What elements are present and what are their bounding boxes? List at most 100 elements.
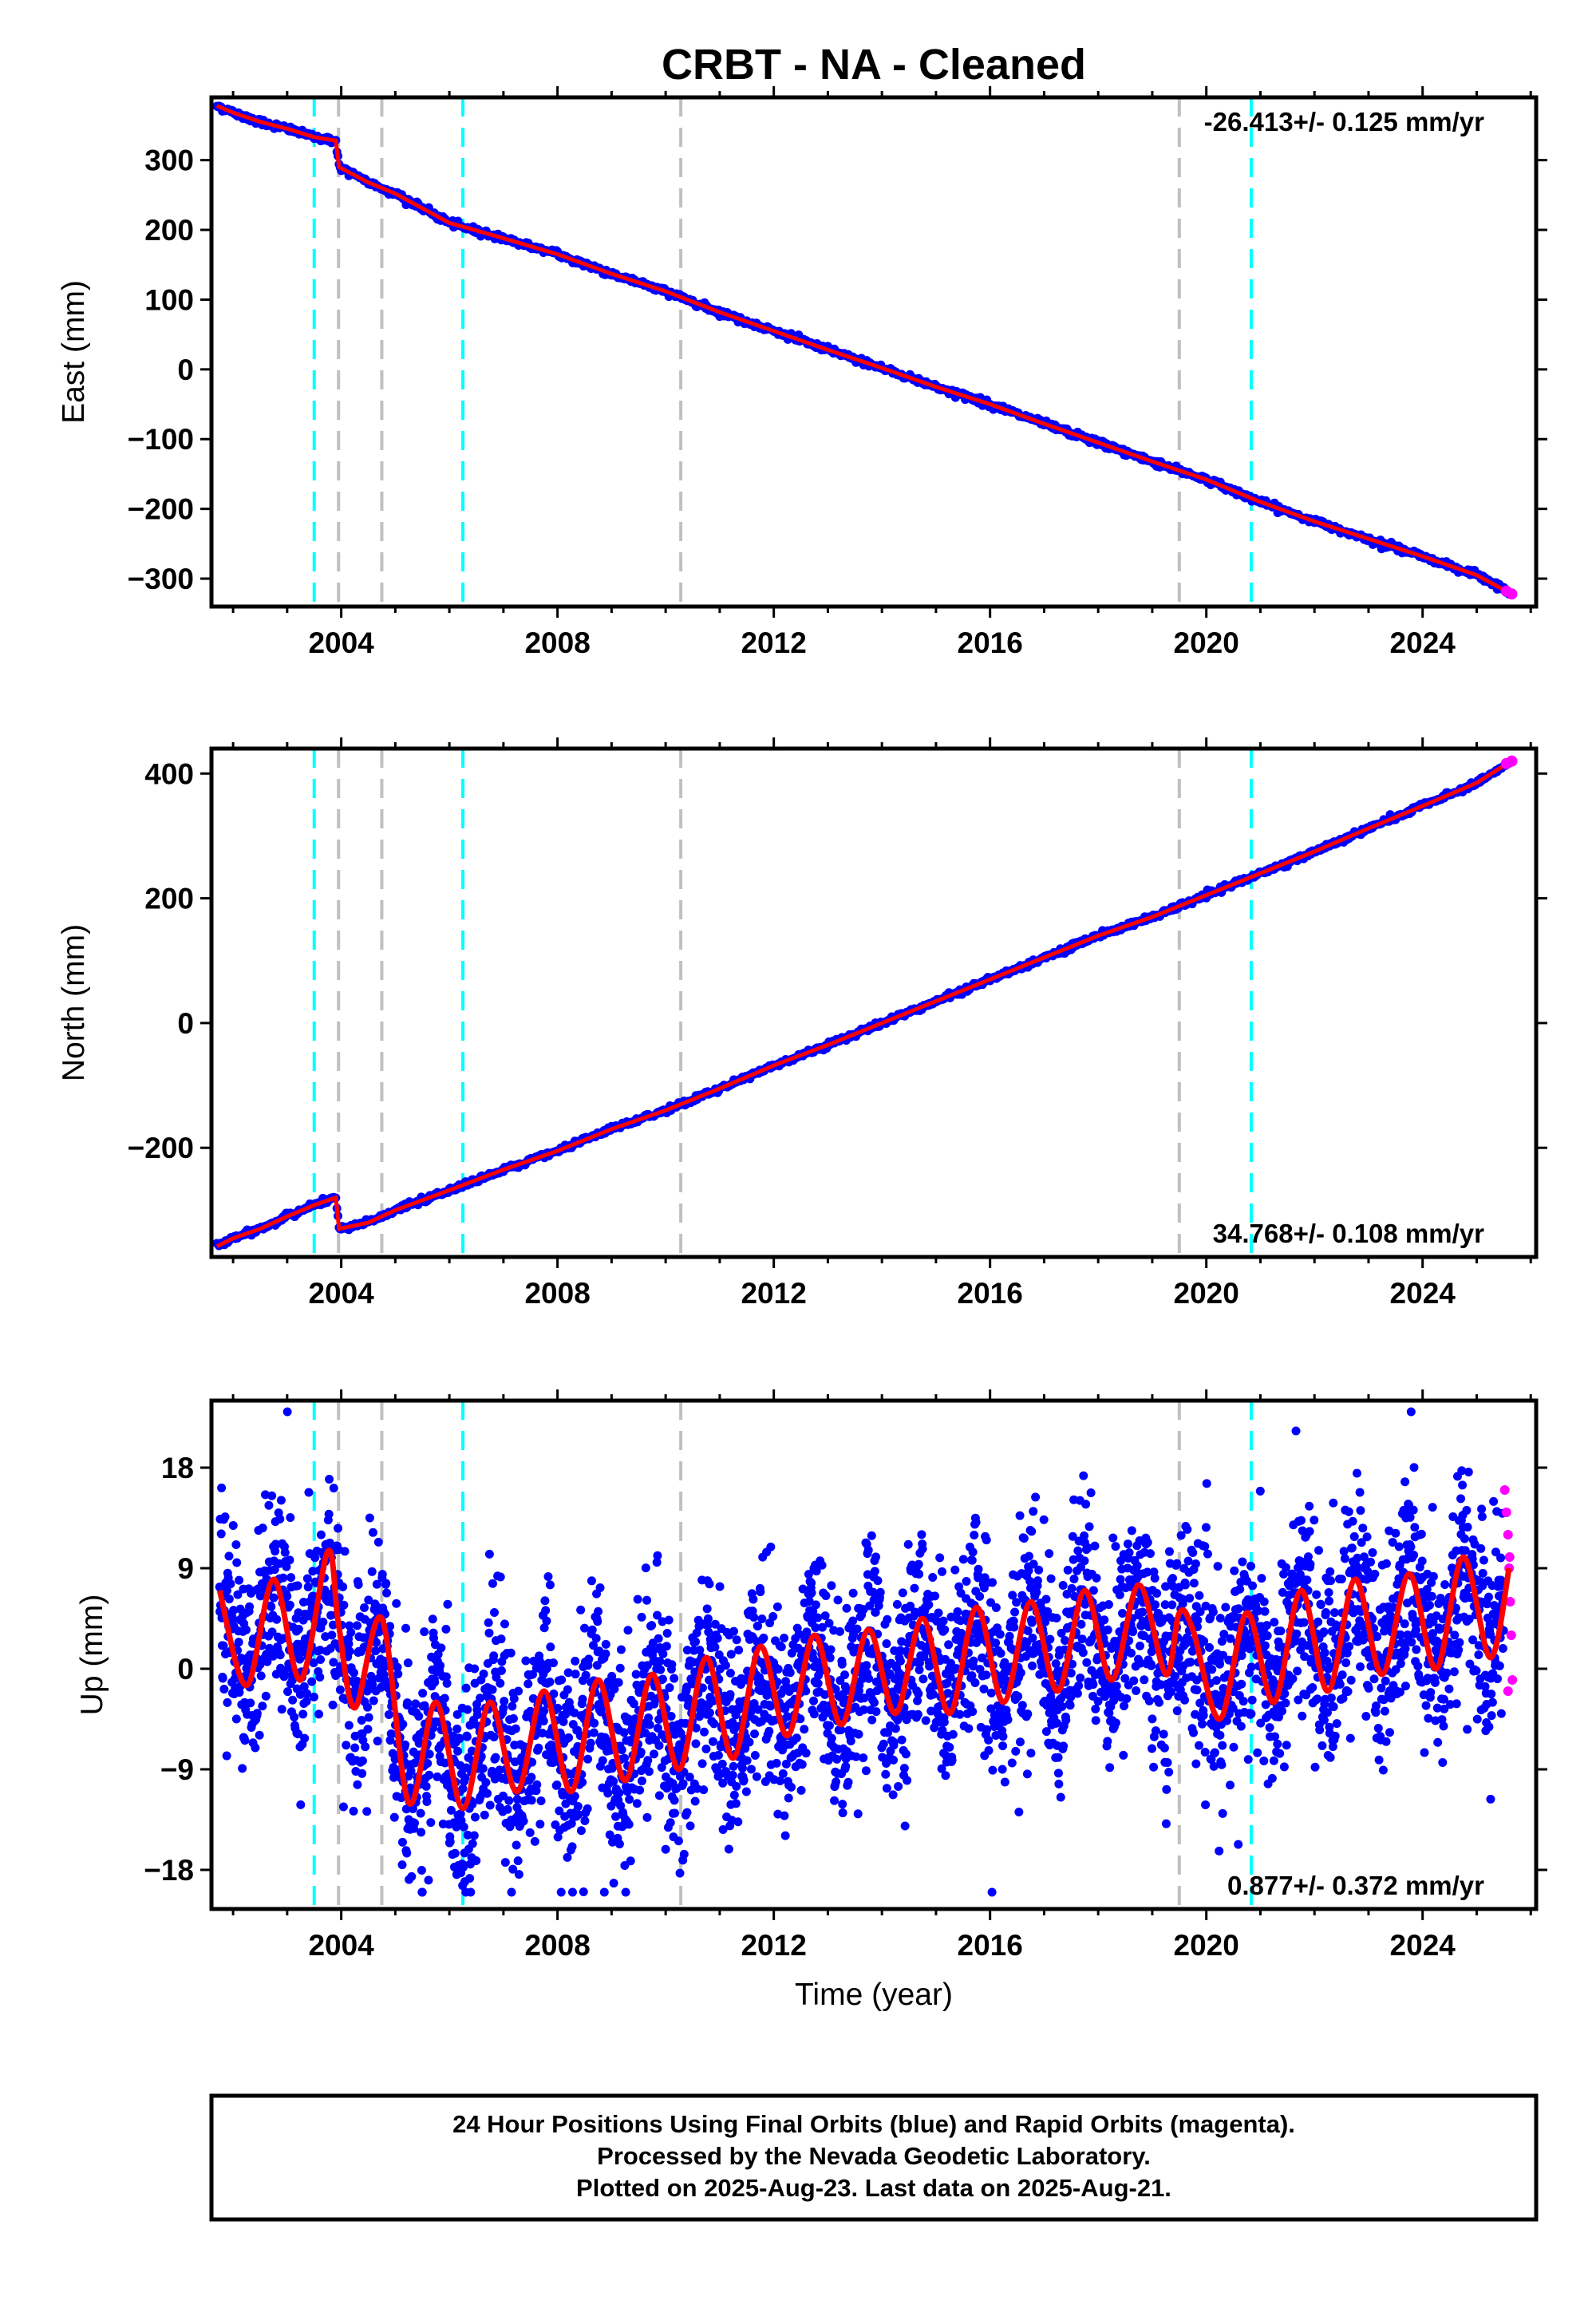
up-final-point [255, 1730, 264, 1740]
east-rate-label: -26.413+/- 0.125 mm/yr [1204, 107, 1484, 136]
up-final-point [539, 1706, 549, 1716]
up-final-point [508, 1701, 517, 1711]
up-final-point [460, 1773, 470, 1783]
up-final-point [215, 1583, 224, 1592]
up-final-point [373, 1537, 383, 1547]
up-final-point [574, 1810, 583, 1820]
up-final-point [258, 1524, 267, 1533]
up-final-point [800, 1725, 809, 1734]
up-final-point [643, 1756, 653, 1765]
up-final-point [678, 1779, 688, 1788]
up-final-point [441, 1672, 451, 1682]
up-final-point [835, 1626, 844, 1636]
up-final-point [407, 1871, 417, 1881]
up-final-point [261, 1691, 271, 1701]
up-final-point [483, 1788, 492, 1798]
up-final-point [462, 1732, 472, 1741]
up-final-point [580, 1623, 590, 1633]
up-final-point [665, 1683, 674, 1693]
up-final-point [222, 1751, 231, 1761]
up-final-point [224, 1595, 234, 1604]
up-final-point [300, 1733, 310, 1743]
east-y-tick-label: 100 [144, 283, 194, 316]
up-final-point [998, 1765, 1007, 1774]
east-x-tick-label: 2020 [1174, 626, 1239, 659]
up-final-point [998, 1741, 1008, 1751]
up-final-point [642, 1595, 652, 1605]
up-final-point [776, 1776, 785, 1785]
up-final-point [445, 1837, 455, 1847]
up-final-point [675, 1868, 685, 1878]
up-final-point [314, 1709, 324, 1719]
up-final-point [532, 1780, 542, 1789]
up-final-point [848, 1616, 858, 1626]
up-final-point [851, 1752, 861, 1761]
up-final-point [732, 1781, 741, 1791]
up-final-point [371, 1646, 381, 1656]
up-final-point [401, 1740, 410, 1749]
up-final-point [450, 1848, 460, 1858]
up-final-point [372, 1638, 381, 1647]
up-final-point [456, 1809, 465, 1819]
up-final-point [235, 1575, 244, 1585]
up-final-point [642, 1812, 652, 1822]
up-final-point [401, 1623, 411, 1633]
up-final-point [302, 1574, 312, 1583]
up-final-point [327, 1630, 337, 1640]
up-final-point [599, 1887, 609, 1897]
up-final-point [424, 1875, 433, 1885]
up-final-point [903, 1776, 912, 1785]
up-final-point [543, 1572, 553, 1582]
up-final-point [772, 1602, 782, 1611]
up-final-point [871, 1552, 881, 1562]
up-final-point [631, 1670, 641, 1679]
up-final-point [557, 1675, 567, 1685]
up-final-point [913, 1696, 922, 1705]
up-final-point [369, 1696, 378, 1705]
up-final-point [598, 1756, 607, 1765]
up-final-point [231, 1539, 241, 1549]
north-x-tick-label: 2016 [958, 1277, 1023, 1310]
up-final-point [859, 1694, 869, 1703]
up-final-point [955, 1709, 965, 1719]
up-final-point [870, 1697, 879, 1707]
up-final-point [967, 1671, 977, 1681]
up-final-point [753, 1705, 763, 1714]
up-final-point [962, 1576, 971, 1586]
up-final-point [998, 1732, 1008, 1741]
up-final-point [586, 1738, 595, 1748]
up-final-point [970, 1531, 979, 1540]
up-final-point [780, 1633, 789, 1642]
up-final-point [443, 1599, 452, 1609]
up-final-point [946, 1672, 955, 1682]
up-final-point [821, 1591, 831, 1601]
up-final-point [507, 1887, 516, 1897]
up-final-point [275, 1650, 285, 1660]
up-final-point [228, 1520, 238, 1530]
up-final-point [272, 1614, 282, 1624]
up-final-point [691, 1723, 701, 1733]
up-final-point [452, 1724, 462, 1733]
up-final-point [571, 1656, 580, 1666]
up-final-point [700, 1727, 709, 1737]
up-final-point [338, 1582, 348, 1591]
up-final-point [508, 1864, 518, 1874]
up-final-point [652, 1558, 662, 1567]
up-final-point [654, 1741, 664, 1750]
up-final-point [595, 1583, 605, 1592]
up-final-point [576, 1826, 586, 1836]
up-final-point [918, 1544, 927, 1554]
up-final-point [364, 1713, 373, 1722]
up-final-point [504, 1796, 514, 1805]
up-final-point [479, 1670, 488, 1679]
up-final-point [670, 1674, 679, 1683]
up-final-point [693, 1784, 702, 1793]
up-final-point [614, 1840, 624, 1849]
up-final-point [766, 1542, 776, 1551]
up-final-point [463, 1830, 472, 1840]
up-final-point [903, 1539, 913, 1549]
up-final-point [897, 1735, 907, 1745]
up-final-point [358, 1756, 367, 1765]
up-final-point [489, 1651, 499, 1661]
